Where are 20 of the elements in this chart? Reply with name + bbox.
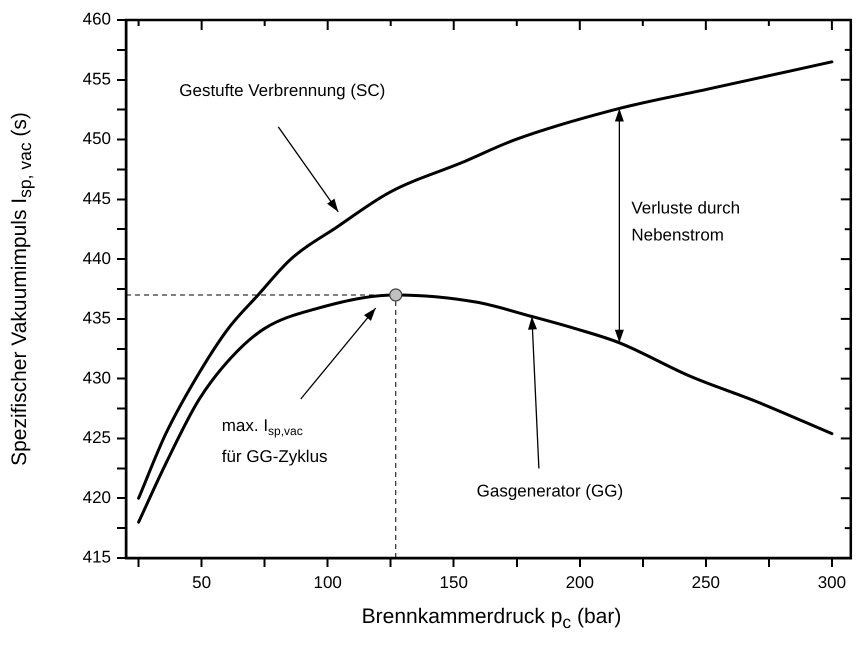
y-tick-label: 435 [82,308,111,328]
y-tick-label: 455 [82,69,111,88]
y-tick-label: 445 [82,189,111,208]
y-tick-label: 460 [82,10,111,29]
y-tick-label: 420 [82,488,111,507]
x-tick-label: 50 [192,572,212,592]
annotation: Gestufte Verbrennung (SC) [179,80,386,100]
y-tick-label: 450 [82,129,111,148]
y-tick-label: 415 [82,548,111,567]
x-tick-label: 150 [440,572,468,592]
y-tick-label: 430 [82,368,111,388]
annotation: Verluste durch Nebenstrom [631,198,740,244]
x-tick-label: 300 [818,572,846,592]
x-axis-title: Brennkammerdruck p$_{c}$ (bar) [360,605,622,634]
y-tick-label: 425 [82,428,111,448]
y-tick-label: 440 [82,248,111,268]
x-tick-label: 200 [566,572,594,592]
x-tick-label: 100 [313,572,342,592]
annotation: Gasgenerator (GG) [476,482,624,500]
x-tick-label: 250 [692,572,720,592]
